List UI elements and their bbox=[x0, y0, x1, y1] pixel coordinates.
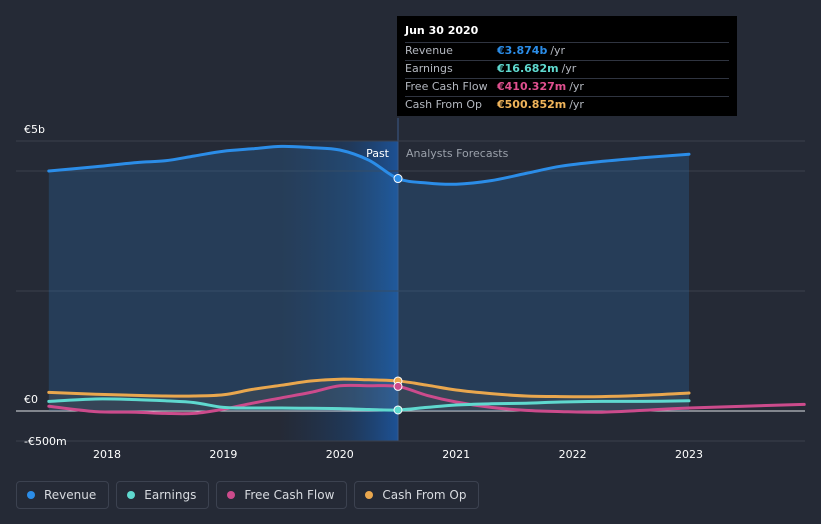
gridlines bbox=[16, 140, 805, 442]
tooltip-row-revenue: Revenue €3.874b /yr bbox=[405, 42, 729, 60]
tooltip-value: €410.327m bbox=[497, 80, 567, 93]
tooltip-unit: /yr bbox=[569, 98, 584, 111]
forecast-label: Analysts Forecasts bbox=[406, 147, 509, 160]
free-cash-flow-line bbox=[47, 383, 806, 416]
x-tick-label: 2021 bbox=[442, 448, 470, 461]
earnings-marker bbox=[393, 405, 403, 415]
legend-dot-icon bbox=[365, 491, 374, 499]
y-tick-label: €5b bbox=[24, 123, 45, 136]
cash-from-op-line bbox=[47, 377, 691, 399]
revenue-area bbox=[48, 146, 690, 412]
past-label: Past bbox=[366, 147, 390, 160]
tooltip-row-cash-from-op: Cash From Op €500.852m /yr bbox=[405, 96, 729, 114]
legend-label: Revenue bbox=[44, 488, 97, 502]
tooltip-label: Earnings bbox=[405, 62, 453, 75]
axis-labels: €5b €0 -€500m 2018 2019 2020 2021 2022 2023 Past A… bbox=[24, 123, 703, 461]
legend-label: Free Cash Flow bbox=[244, 488, 335, 502]
tooltip-date: Jun 30 2020 bbox=[405, 24, 479, 37]
x-tick-label: 2020 bbox=[326, 448, 354, 461]
y-tick-label: €0 bbox=[24, 393, 38, 406]
legend-item-free-cash-flow[interactable]: Free Cash Flow bbox=[216, 481, 348, 509]
tooltip-value: €16.682m bbox=[497, 62, 559, 75]
series-fills bbox=[48, 146, 690, 412]
tooltip-row-free-cash-flow: Free Cash Flow €410.327m /yr bbox=[405, 78, 729, 96]
legend-label: Cash From Op bbox=[382, 488, 467, 502]
hover-markers bbox=[393, 174, 403, 415]
x-tick-label: 2018 bbox=[93, 448, 121, 461]
tooltip-label: Free Cash Flow bbox=[405, 80, 488, 93]
chart-area: €5b €0 -€500m 2018 2019 2020 2021 2022 2023 Past A… bbox=[16, 118, 806, 461]
legend-item-revenue[interactable]: Revenue bbox=[16, 481, 110, 509]
tooltip-row-earnings: Earnings €16.682m /yr bbox=[405, 60, 729, 78]
tooltip-label: Cash From Op bbox=[405, 98, 483, 111]
x-tick-label: 2019 bbox=[209, 448, 237, 461]
tooltip-unit: /yr bbox=[569, 80, 584, 93]
series-lines bbox=[47, 144, 806, 416]
legend-dot-icon bbox=[227, 491, 236, 499]
tooltip-unit: /yr bbox=[550, 44, 566, 57]
legend-label: Earnings bbox=[144, 488, 197, 502]
x-tick-label: 2023 bbox=[675, 448, 703, 461]
tooltip-label: Revenue bbox=[405, 44, 453, 57]
x-tick-label: 2022 bbox=[559, 448, 587, 461]
legend-dot-icon bbox=[127, 491, 136, 499]
legend-item-cash-from-op[interactable]: Cash From Op bbox=[354, 481, 480, 509]
revenue-line bbox=[47, 144, 691, 186]
tooltip-value: €3.874b bbox=[497, 44, 548, 57]
legend: Revenue Earnings Free Cash Flow Cash Fro… bbox=[16, 481, 480, 509]
free-cash-flow-marker bbox=[393, 381, 403, 391]
earnings-line bbox=[47, 397, 691, 412]
revenue-marker bbox=[393, 174, 403, 184]
tooltip: Jun 30 2020 Revenue €3.874b /yr Earnings… bbox=[397, 16, 737, 116]
legend-dot-icon bbox=[27, 491, 35, 499]
tooltip-unit: /yr bbox=[561, 62, 577, 75]
y-tick-label: -€500m bbox=[24, 435, 67, 448]
legend-item-earnings[interactable]: Earnings bbox=[116, 481, 210, 509]
tooltip-value: €500.852m bbox=[497, 98, 567, 111]
